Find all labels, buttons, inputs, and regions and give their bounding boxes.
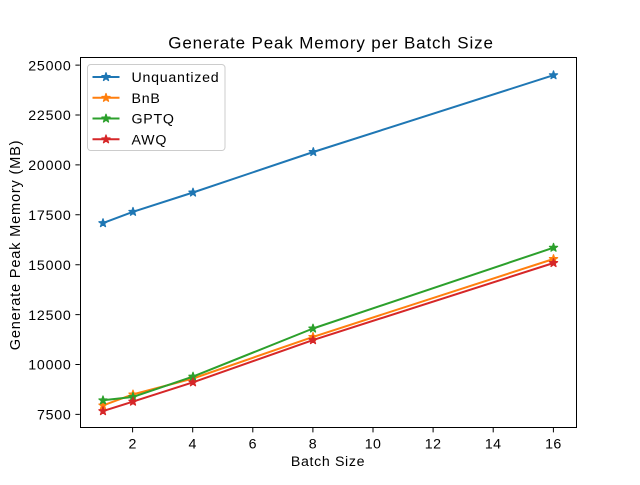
svg-text:GPTQ: GPTQ [132, 112, 175, 128]
svg-text:25000: 25000 [28, 58, 71, 74]
svg-text:20000: 20000 [28, 158, 71, 174]
svg-text:22500: 22500 [28, 108, 71, 124]
svg-text:7500: 7500 [37, 408, 72, 424]
svg-text:Generate Peak Memory per Batch: Generate Peak Memory per Batch Size [168, 33, 494, 52]
svg-text:12500: 12500 [28, 308, 71, 324]
svg-text:8: 8 [309, 437, 317, 453]
svg-text:12: 12 [425, 437, 442, 453]
svg-text:10: 10 [365, 437, 382, 453]
svg-text:AWQ: AWQ [132, 132, 168, 148]
svg-text:15000: 15000 [28, 258, 71, 274]
svg-text:Generate Peak Memory (MB): Generate Peak Memory (MB) [8, 140, 24, 351]
svg-text:16: 16 [545, 437, 562, 453]
svg-text:Batch Size: Batch Size [291, 454, 365, 470]
svg-text:BnB: BnB [132, 91, 161, 107]
svg-text:Unquantized: Unquantized [132, 70, 220, 86]
svg-text:6: 6 [249, 437, 257, 453]
svg-text:17500: 17500 [28, 208, 71, 224]
svg-text:10000: 10000 [28, 358, 71, 374]
svg-text:4: 4 [189, 437, 197, 453]
svg-text:2: 2 [128, 437, 136, 453]
svg-text:14: 14 [485, 437, 502, 453]
